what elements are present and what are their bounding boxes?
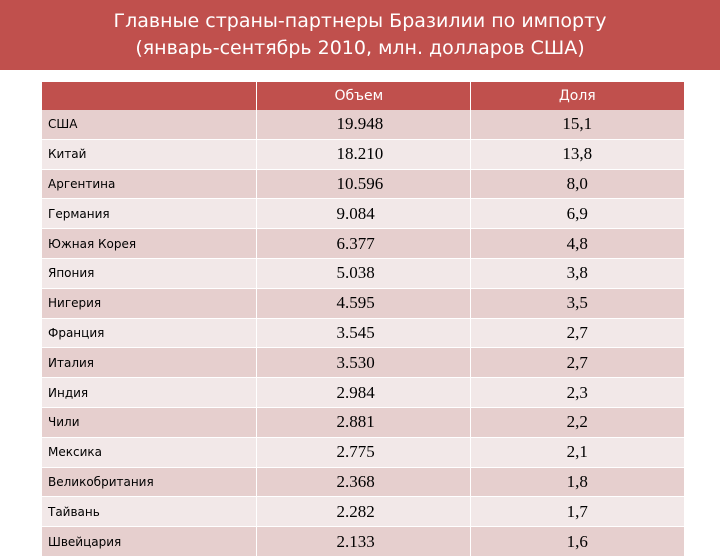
share-cell: 1,7 [470, 496, 684, 528]
country-cell: Чили [42, 407, 257, 438]
country-cell: Италия [42, 347, 257, 379]
country-cell: Мексика [42, 437, 257, 468]
header-country [42, 82, 257, 110]
country-cell: Швейцария [42, 526, 257, 557]
share-cell: 2,3 [470, 377, 684, 408]
share-cell: 4,8 [470, 228, 684, 259]
volume-cell: 6.377 [256, 228, 471, 259]
share-cell: 2,7 [470, 347, 684, 379]
volume-cell: 3.530 [256, 347, 471, 379]
country-cell: Нигерия [42, 288, 257, 319]
volume-cell: 2.881 [256, 407, 471, 438]
table-row: Тайвань 2.282 1,7 [42, 496, 684, 528]
volume-cell: 18.210 [256, 139, 471, 170]
volume-cell: 2.368 [256, 467, 471, 498]
country-cell: США [42, 110, 257, 140]
volume-cell: 10.596 [256, 169, 471, 200]
header-share: Доля [470, 82, 684, 110]
volume-cell: 3.545 [256, 318, 471, 349]
volume-cell: 5.038 [256, 258, 471, 289]
share-cell: 3,5 [470, 288, 684, 319]
table-row: Мексика 2.775 2,1 [42, 437, 684, 468]
slide-title: Главные страны-партнеры Бразилии по импо… [0, 0, 720, 70]
volume-cell: 2.984 [256, 377, 471, 408]
country-cell: Япония [42, 258, 257, 289]
table-row: США 19.948 15,1 [42, 110, 684, 140]
table-row: Индия 2.984 2,3 [42, 377, 684, 408]
table-row: Нигерия 4.595 3,5 [42, 288, 684, 319]
share-cell: 2,1 [470, 437, 684, 468]
table-row: Китай 18.210 13,8 [42, 139, 684, 170]
volume-cell: 2.133 [256, 526, 471, 557]
share-cell: 6,9 [470, 198, 684, 230]
share-cell: 2,7 [470, 318, 684, 349]
table-row: Великобритания 2.368 1,8 [42, 467, 684, 498]
share-cell: 13,8 [470, 139, 684, 170]
table-row: Южная Корея 6.377 4,8 [42, 228, 684, 259]
country-cell: Аргентина [42, 169, 257, 200]
country-cell: Тайвань [42, 496, 257, 528]
volume-cell: 4.595 [256, 288, 471, 319]
table-row: Аргентина 10.596 8,0 [42, 169, 684, 200]
country-cell: Китай [42, 139, 257, 170]
title-line-2: (январь-сентябрь 2010, млн. долларов США… [135, 37, 585, 59]
table-row: Чили 2.881 2,2 [42, 407, 684, 438]
share-cell: 8,0 [470, 169, 684, 200]
country-cell: Великобритания [42, 467, 257, 498]
share-cell: 2,2 [470, 407, 684, 438]
volume-cell: 9.084 [256, 198, 471, 230]
table-row: Швейцария 2.133 1,6 [42, 526, 684, 557]
volume-cell: 2.775 [256, 437, 471, 468]
table-row: Италия 3.530 2,7 [42, 347, 684, 379]
table-row: Франция 3.545 2,7 [42, 318, 684, 349]
country-cell: Индия [42, 377, 257, 408]
table-body: США 19.948 15,1 Китай 18.210 13,8 Аргентина 10.… [42, 110, 684, 557]
volume-cell: 2.282 [256, 496, 471, 528]
share-cell: 1,6 [470, 526, 684, 557]
share-cell: 3,8 [470, 258, 684, 289]
country-cell: Франция [42, 318, 257, 349]
country-cell: Южная Корея [42, 228, 257, 259]
table-row: Германия 9.084 6,9 [42, 198, 684, 230]
volume-cell: 19.948 [256, 110, 471, 140]
header-volume: Объем [256, 82, 471, 110]
share-cell: 15,1 [470, 110, 684, 140]
imports-table: Объем Доля США 19.948 15,1 Китай 18.210 13,8 А… [42, 82, 684, 557]
title-line-1: Главные страны-партнеры Бразилии по импо… [113, 10, 607, 32]
table-header-row: Объем Доля [42, 82, 684, 110]
country-cell: Германия [42, 198, 257, 230]
share-cell: 1,8 [470, 467, 684, 498]
table-row: Япония 5.038 3,8 [42, 258, 684, 289]
